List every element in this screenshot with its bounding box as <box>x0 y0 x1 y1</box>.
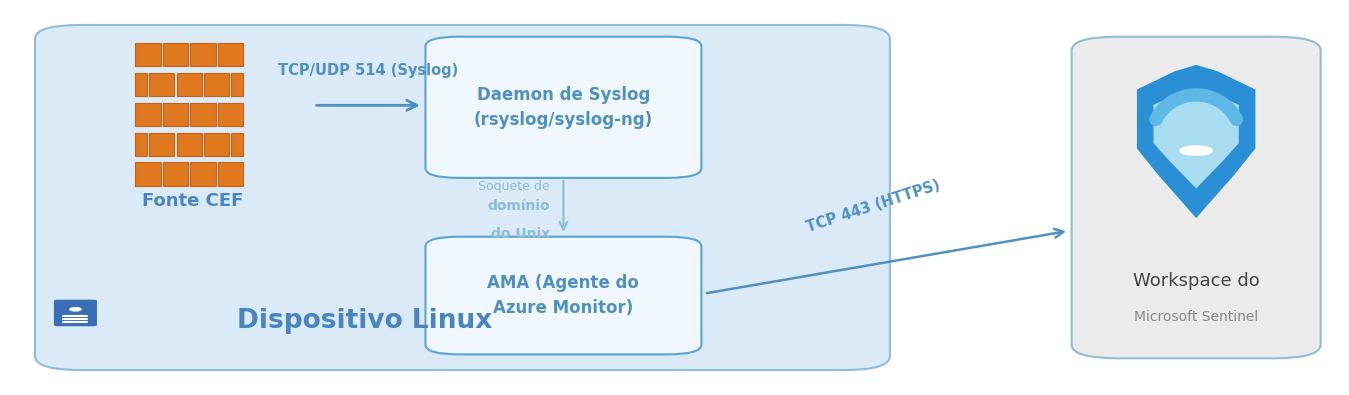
Text: TCP/UDP 514 (Syslog): TCP/UDP 514 (Syslog) <box>278 63 459 78</box>
FancyBboxPatch shape <box>232 73 243 96</box>
FancyBboxPatch shape <box>150 73 174 96</box>
Text: Workspace do: Workspace do <box>1133 272 1260 290</box>
Text: Soquete de: Soquete de <box>479 180 550 193</box>
FancyBboxPatch shape <box>135 103 161 126</box>
Text: TCP 443 (HTTPS): TCP 443 (HTTPS) <box>804 177 942 235</box>
Text: Microsoft Sentinel: Microsoft Sentinel <box>1135 310 1259 324</box>
FancyBboxPatch shape <box>217 43 243 66</box>
FancyBboxPatch shape <box>204 133 229 156</box>
FancyBboxPatch shape <box>425 237 701 354</box>
Polygon shape <box>1153 89 1238 188</box>
FancyBboxPatch shape <box>163 162 189 186</box>
Polygon shape <box>1137 65 1256 218</box>
FancyBboxPatch shape <box>190 43 216 66</box>
FancyBboxPatch shape <box>163 103 189 126</box>
FancyBboxPatch shape <box>232 133 243 156</box>
FancyBboxPatch shape <box>35 25 890 370</box>
FancyBboxPatch shape <box>217 162 243 186</box>
FancyBboxPatch shape <box>177 73 202 96</box>
FancyBboxPatch shape <box>190 162 216 186</box>
FancyBboxPatch shape <box>204 73 229 96</box>
Text: Dispositivo Linux: Dispositivo Linux <box>237 308 492 334</box>
FancyBboxPatch shape <box>135 73 147 96</box>
FancyBboxPatch shape <box>425 37 701 178</box>
Text: AMA (Agente do
Azure Monitor): AMA (Agente do Azure Monitor) <box>487 274 639 317</box>
FancyBboxPatch shape <box>135 133 147 156</box>
Text: Fonte CEF: Fonte CEF <box>142 192 243 210</box>
FancyBboxPatch shape <box>217 103 243 126</box>
FancyBboxPatch shape <box>54 300 97 326</box>
FancyBboxPatch shape <box>190 103 216 126</box>
FancyBboxPatch shape <box>135 162 161 186</box>
FancyBboxPatch shape <box>177 133 202 156</box>
FancyBboxPatch shape <box>135 43 161 66</box>
FancyBboxPatch shape <box>1071 37 1321 358</box>
FancyBboxPatch shape <box>150 133 174 156</box>
Text: domínio: domínio <box>487 199 550 213</box>
Circle shape <box>1180 146 1213 155</box>
Text: Daemon de Syslog
(rsyslog/syslog-ng): Daemon de Syslog (rsyslog/syslog-ng) <box>473 86 653 129</box>
Text: do Unix: do Unix <box>491 227 550 241</box>
Circle shape <box>70 308 81 311</box>
FancyBboxPatch shape <box>163 43 189 66</box>
